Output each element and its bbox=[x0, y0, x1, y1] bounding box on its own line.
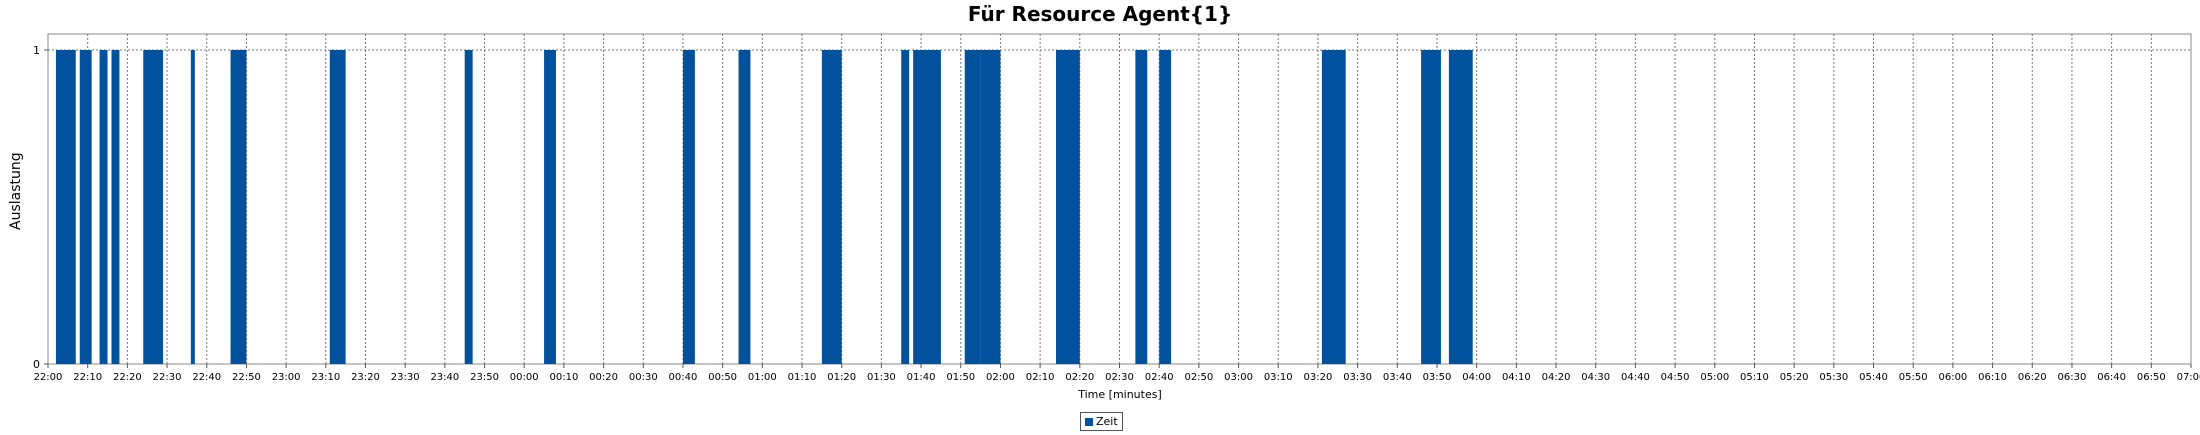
x-tick-label: 22:00 bbox=[34, 372, 63, 383]
x-tick-label: 00:10 bbox=[549, 372, 578, 383]
y-tick-label: 1 bbox=[33, 44, 40, 57]
x-tick-label: 05:10 bbox=[1740, 372, 1769, 383]
x-tick-label: 04:10 bbox=[1502, 372, 1531, 383]
x-tick-label: 05:40 bbox=[1859, 372, 1888, 383]
x-tick-label: 04:40 bbox=[1621, 372, 1650, 383]
x-tick-label: 04:50 bbox=[1661, 372, 1690, 383]
x-tick-label: 23:10 bbox=[311, 372, 340, 383]
bar bbox=[55, 50, 76, 364]
x-tick-label: 03:10 bbox=[1264, 372, 1293, 383]
x-tick-label: 06:20 bbox=[2018, 372, 2047, 383]
bar bbox=[1056, 50, 1080, 364]
x-tick-label: 05:50 bbox=[1899, 372, 1928, 383]
bar bbox=[1159, 50, 1172, 364]
bar bbox=[544, 50, 556, 364]
x-tick-label: 04:30 bbox=[1581, 372, 1610, 383]
x-tick-label: 03:50 bbox=[1423, 372, 1452, 383]
x-tick-label: 02:10 bbox=[1026, 372, 1055, 383]
x-tick-label: 02:40 bbox=[1145, 372, 1174, 383]
bar bbox=[464, 50, 473, 364]
x-tick-label: 07:00 bbox=[2177, 372, 2200, 383]
bar bbox=[1135, 50, 1148, 364]
legend-label: Zeit bbox=[1096, 415, 1118, 428]
legend-swatch bbox=[1085, 417, 1093, 426]
x-tick-label: 22:10 bbox=[73, 372, 102, 383]
x-tick-label: 03:40 bbox=[1383, 372, 1412, 383]
bar bbox=[1321, 50, 1346, 364]
x-tick-label: 22:20 bbox=[113, 372, 142, 383]
x-tick-label: 23:20 bbox=[351, 372, 380, 383]
bar bbox=[190, 50, 195, 364]
y-tick-label: 0 bbox=[33, 358, 40, 371]
bar bbox=[79, 50, 92, 364]
x-tick-label: 00:00 bbox=[510, 372, 539, 383]
bar bbox=[964, 50, 981, 364]
x-tick-label: 01:30 bbox=[867, 372, 896, 383]
bar bbox=[1448, 50, 1473, 364]
x-tick-label: 03:20 bbox=[1304, 372, 1333, 383]
x-tick-label: 06:30 bbox=[2058, 372, 2087, 383]
bar bbox=[738, 50, 751, 364]
x-axis-label: Time [minutes] bbox=[1078, 388, 1162, 401]
x-tick-label: 00:40 bbox=[669, 372, 698, 383]
bar bbox=[682, 50, 695, 364]
x-tick-label: 00:50 bbox=[708, 372, 737, 383]
x-tick-label: 06:00 bbox=[1938, 372, 1967, 383]
x-tick-label: 01:00 bbox=[748, 372, 777, 383]
x-tick-label: 22:40 bbox=[192, 372, 221, 383]
x-tick-label: 04:20 bbox=[1542, 372, 1571, 383]
x-tick-label: 04:00 bbox=[1462, 372, 1491, 383]
x-tick-label: 23:50 bbox=[470, 372, 499, 383]
bar bbox=[111, 50, 120, 364]
x-tick-label: 03:00 bbox=[1224, 372, 1253, 383]
bar bbox=[821, 50, 842, 364]
bar bbox=[901, 50, 910, 364]
x-tick-label: 05:30 bbox=[1819, 372, 1848, 383]
x-tick-label: 01:50 bbox=[946, 372, 975, 383]
x-tick-label: 05:00 bbox=[1700, 372, 1729, 383]
x-tick-label: 05:20 bbox=[1780, 372, 1809, 383]
x-tick-label: 01:20 bbox=[827, 372, 856, 383]
bar bbox=[329, 50, 346, 364]
x-tick-label: 23:30 bbox=[391, 372, 420, 383]
x-tick-label: 23:00 bbox=[272, 372, 301, 383]
bar bbox=[99, 50, 108, 364]
bar bbox=[1421, 50, 1441, 364]
x-tick-label: 03:30 bbox=[1343, 372, 1372, 383]
x-tick-label: 02:20 bbox=[1065, 372, 1094, 383]
x-tick-label: 02:00 bbox=[986, 372, 1015, 383]
x-tick-label: 06:40 bbox=[2097, 372, 2126, 383]
x-tick-label: 06:50 bbox=[2137, 372, 2166, 383]
x-tick-label: 01:10 bbox=[788, 372, 817, 383]
x-tick-label: 23:40 bbox=[430, 372, 459, 383]
bar bbox=[143, 50, 164, 364]
x-tick-label: 22:30 bbox=[153, 372, 182, 383]
bar bbox=[980, 50, 1001, 364]
chart-title: Für Resource Agent{1} bbox=[967, 2, 1233, 26]
x-tick-label: 22:50 bbox=[232, 372, 261, 383]
x-tick-label: 01:40 bbox=[907, 372, 936, 383]
x-tick-label: 02:30 bbox=[1105, 372, 1134, 383]
x-tick-label: 00:30 bbox=[629, 372, 658, 383]
bar bbox=[913, 50, 941, 364]
x-tick-label: 06:10 bbox=[1978, 372, 2007, 383]
x-tick-label: 02:50 bbox=[1184, 372, 1213, 383]
legend: Zeit bbox=[1080, 412, 1123, 431]
x-tick-label: 00:20 bbox=[589, 372, 618, 383]
bar bbox=[230, 50, 247, 364]
